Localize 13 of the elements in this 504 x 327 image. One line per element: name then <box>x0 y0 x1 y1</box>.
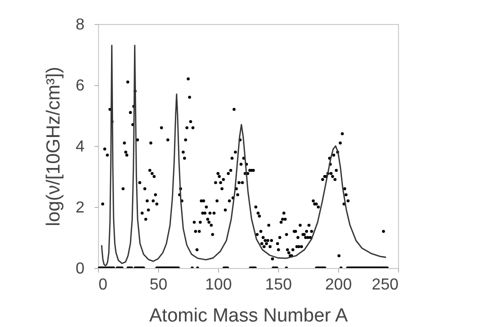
y-tick-label: 0 <box>76 260 85 278</box>
x-tick-label: 150 <box>265 276 292 294</box>
x-tick-label: 200 <box>325 276 352 294</box>
y-axis-title: log(ν/[10GHz/cm³]) <box>44 66 65 226</box>
y-tick-label: 4 <box>76 138 85 156</box>
x-tick-label: 100 <box>205 276 232 294</box>
x-tick-label: 250 <box>372 276 399 294</box>
x-tick-label: 50 <box>150 276 168 294</box>
x-tick-label: 0 <box>98 276 108 294</box>
y-tick-label: 6 <box>76 78 85 94</box>
y-tick-label: 8 <box>76 16 85 34</box>
y-tick-label: 2 <box>76 200 85 216</box>
x-axis-title: Atomic Mass Number A <box>149 306 348 326</box>
